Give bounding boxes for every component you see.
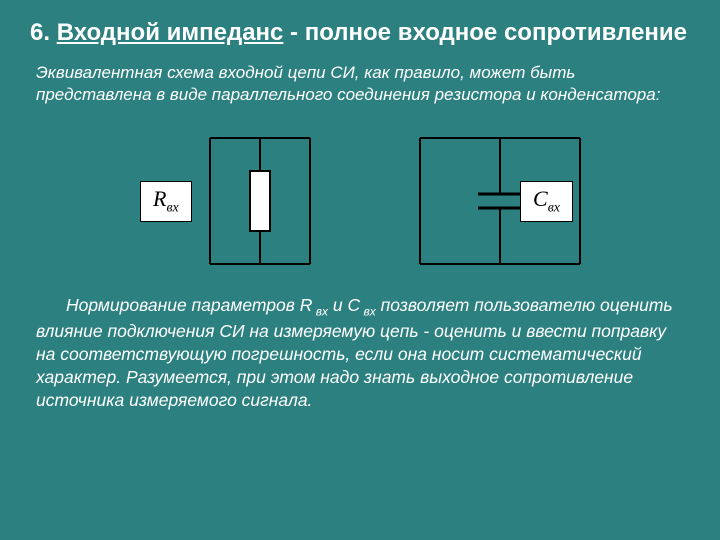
capacitor-label-sub: вх [548,201,560,216]
resistor-icon [250,171,270,231]
resistor-label-main: R [153,186,166,211]
body-mid: и С [328,295,360,315]
title-number: 6. [30,19,57,46]
resistor-label: Rвх [140,181,192,221]
body-sub2: вх [360,305,376,319]
body-pre: Нормирование параметров R [66,295,312,315]
body-paragraph: Нормирование параметров R вх и С вх позв… [36,294,690,411]
title-underlined: Входной импеданс [57,19,284,46]
slide-subtitle: Эквивалентная схема входной цепи СИ, как… [36,62,690,106]
title-rest: - полное входное сопротивление [283,19,687,46]
resistor-label-sub: вх [166,201,178,216]
capacitor-label: Cвх [520,181,573,221]
circuit-diagram: Rвх Cвх [100,126,620,276]
body-sub1: вх [312,305,328,319]
capacitor-label-main: C [533,186,548,211]
slide: 6. Входной импеданс - полное входное соп… [0,0,720,540]
slide-title: 6. Входной импеданс - полное входное соп… [30,18,690,48]
